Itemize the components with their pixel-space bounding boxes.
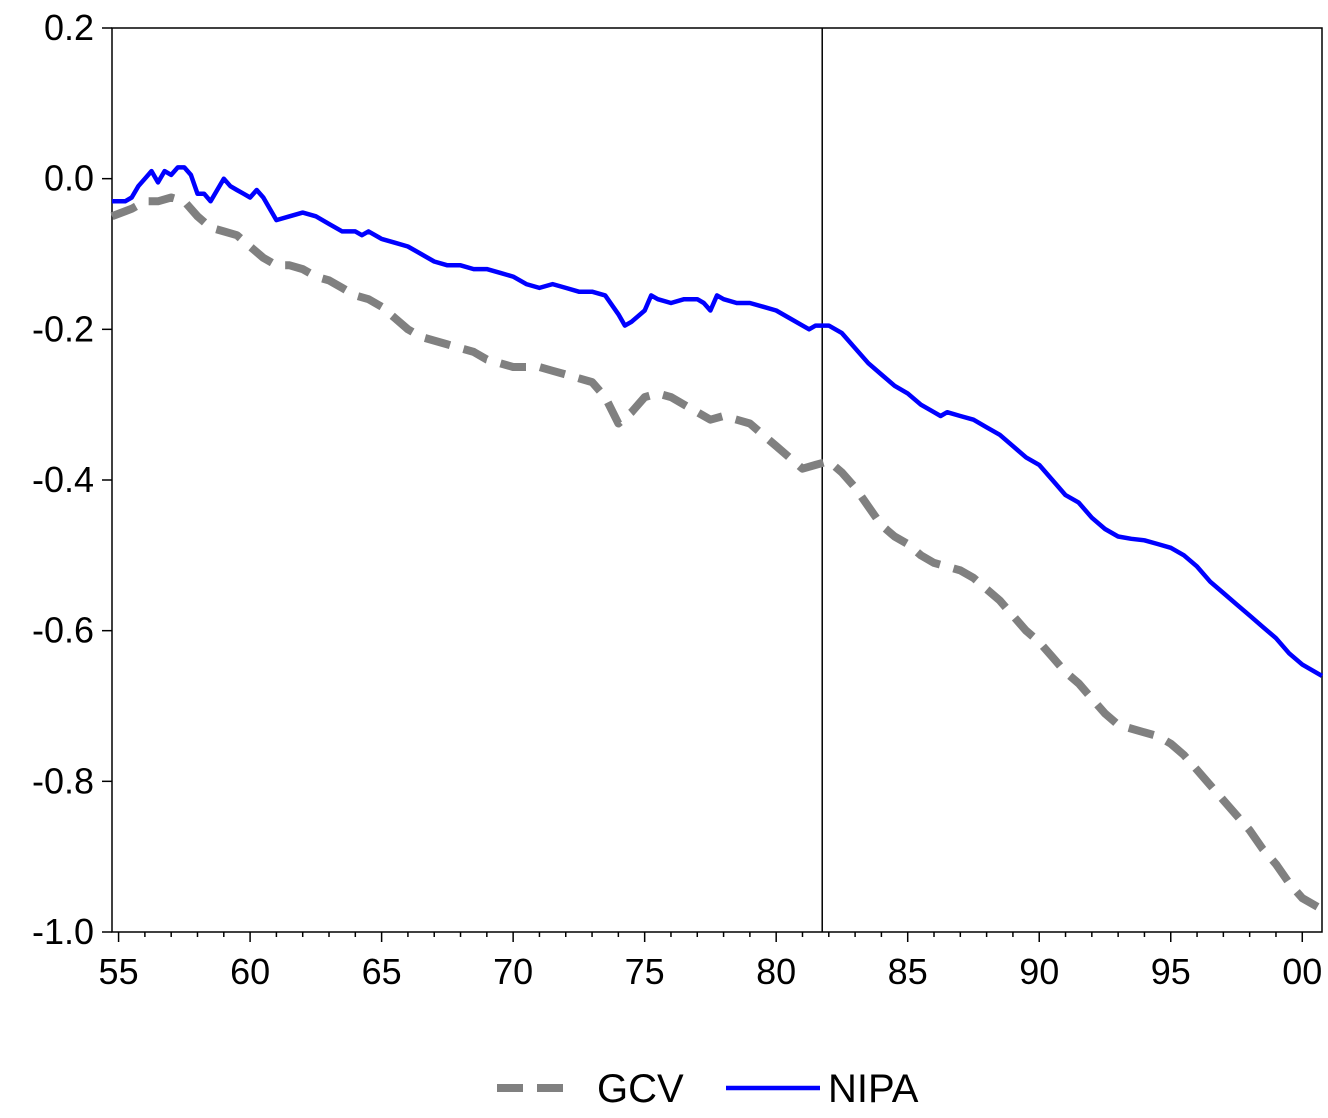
x-tick-label: 70 [493, 951, 533, 992]
x-tick-label: 85 [888, 951, 928, 992]
y-tick-label: -0.4 [32, 459, 94, 500]
x-tick-label: 95 [1151, 951, 1191, 992]
legend-label-nipa: NIPA [828, 1067, 919, 1111]
x-tick-label: 60 [230, 951, 270, 992]
series-line-gcv [110, 193, 1324, 913]
x-axis: 55 60 65 70 75 80 85 90 95 00 [99, 932, 1322, 992]
plot-frame [111, 27, 1323, 933]
x-tick-label: 80 [756, 951, 796, 992]
y-tick-label: -0.2 [32, 308, 94, 349]
plot-area [110, 27, 1324, 933]
x-tick-label: 90 [1019, 951, 1059, 992]
y-axis: 0.2 0.0 -0.2 -0.4 -0.6 -0.8 -1.0 [32, 7, 112, 952]
x-tick-label: 00 [1282, 951, 1322, 992]
y-tick-label: 0.0 [44, 158, 94, 199]
y-tick-label: -0.8 [32, 760, 94, 801]
x-tick-label: 65 [362, 951, 402, 992]
x-tick-label: 55 [99, 951, 139, 992]
x-tick-label: 75 [625, 951, 665, 992]
series-line-nipa [112, 165, 1324, 678]
legend: GCV NIPA [497, 1067, 919, 1111]
y-tick-label: 0.2 [44, 7, 94, 48]
y-tick-label: -1.0 [32, 911, 94, 952]
legend-label-gcv: GCV [597, 1067, 684, 1111]
y-tick-label: -0.6 [32, 610, 94, 651]
